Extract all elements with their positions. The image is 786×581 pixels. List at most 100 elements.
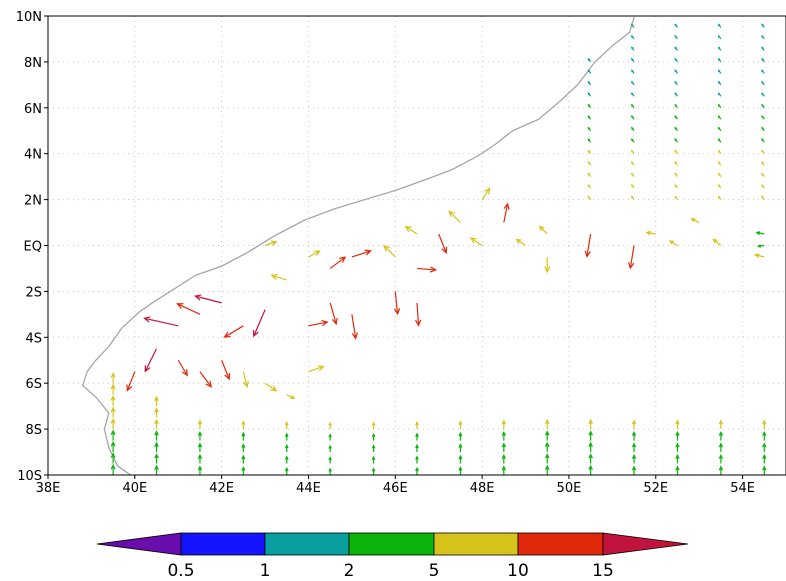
- wind-arrow: [221, 360, 231, 381]
- wind-arrow: [761, 69, 765, 74]
- wind-arrow: [587, 184, 592, 189]
- wind-arrow: [761, 161, 765, 166]
- wind-arrow: [717, 46, 722, 51]
- wind-arrow: [110, 406, 116, 418]
- wind-arrow: [761, 103, 765, 109]
- lat-tick-label: 8N: [24, 56, 42, 71]
- wind-arrow: [284, 466, 289, 475]
- lat-tick-label: 6N: [24, 102, 42, 117]
- wind-arrow: [544, 441, 550, 453]
- wind-arrow: [587, 172, 592, 178]
- wind-arrow: [241, 454, 246, 464]
- wind-arrow: [371, 421, 376, 430]
- wind-arrow: [630, 57, 635, 63]
- wind-arrow: [630, 126, 635, 132]
- wind-arrow: [630, 172, 635, 178]
- lon-tick-label: 48E: [470, 481, 495, 496]
- wind-arrow: [630, 115, 635, 120]
- wind-arrow: [199, 371, 213, 388]
- wind-arrow: [501, 453, 506, 464]
- wind-arrow: [761, 80, 765, 86]
- wind-arrow: [718, 453, 724, 464]
- wind-arrow: [675, 430, 680, 441]
- wind-arrow: [458, 454, 463, 464]
- wind-arrow: [674, 103, 678, 109]
- wind-arrow: [328, 456, 332, 464]
- wind-arrow: [717, 138, 722, 143]
- lon-tick-label: 54E: [730, 481, 755, 496]
- wind-arrow: [126, 371, 136, 392]
- wind-arrow: [674, 34, 678, 40]
- lat-tick-label: 2N: [24, 194, 42, 209]
- wind-arrow: [328, 421, 332, 430]
- wind-arrow: [588, 441, 593, 453]
- lon-tick-label: 38E: [36, 481, 61, 496]
- wind-arrow: [415, 302, 422, 327]
- wind-arrow: [329, 302, 338, 326]
- wind-arrow: [308, 365, 325, 373]
- lat-axis: 10N 8N 6N 4N 2N EQ 2S 4S 6S 8S 10S: [16, 10, 48, 484]
- wind-arrow: [631, 465, 637, 475]
- wind-arrow: [110, 429, 116, 441]
- wind-arrow: [675, 465, 680, 475]
- wind-arrow: [197, 465, 203, 475]
- wind-arrow: [154, 441, 159, 453]
- wind-arrow: [761, 184, 765, 189]
- wind-arrow: [544, 418, 550, 430]
- wind-arrow: [503, 202, 510, 223]
- lat-tick-label: 2S: [25, 285, 42, 300]
- wind-arrow: [717, 161, 722, 166]
- wind-vectors: [110, 23, 767, 475]
- wind-arrow: [674, 23, 678, 28]
- wind-arrow: [628, 245, 635, 270]
- wind-arrow: [717, 195, 722, 200]
- wind-arrow: [177, 359, 188, 377]
- wind-arrow: [675, 419, 680, 430]
- wind-arrow: [717, 57, 722, 63]
- wind-arrow: [631, 442, 637, 453]
- wind-arrow: [544, 453, 550, 464]
- lon-axis: 38E 40E 42E 44E 46E 48E 50E 52E 54E: [36, 475, 755, 496]
- colorbar-label: 5: [429, 561, 440, 581]
- colorbar: 0.5 1 2 5 10 15: [96, 532, 689, 581]
- wind-arrow: [630, 69, 635, 74]
- wind-arrow: [718, 419, 724, 430]
- wind-arrow: [587, 138, 592, 143]
- wind-arrow: [458, 443, 463, 453]
- wind-arrow: [762, 430, 767, 441]
- wind-arrow: [690, 218, 700, 224]
- wind-arrow: [371, 432, 376, 441]
- wind-arrow: [110, 463, 116, 475]
- wind-arrow: [717, 34, 722, 40]
- wind-arrow: [501, 465, 506, 475]
- wind-arrow: [415, 432, 419, 441]
- wind-arrow: [501, 430, 506, 441]
- lat-tick-label: 10S: [17, 469, 42, 484]
- wind-arrow: [717, 149, 722, 155]
- wind-arrow: [761, 138, 765, 143]
- wind-arrow: [458, 466, 463, 475]
- colorbar-label: 1: [260, 561, 271, 581]
- wind-arrow: [383, 244, 396, 258]
- wind-arrow: [761, 46, 765, 51]
- wind-arrow: [630, 138, 635, 143]
- wind-arrow: [110, 440, 116, 453]
- lon-tick-label: 50E: [557, 481, 582, 496]
- wind-arrow: [469, 237, 483, 246]
- wind-arrow: [110, 383, 116, 395]
- wind-arrow: [761, 195, 765, 200]
- wind-arrow: [630, 195, 635, 200]
- wind-arrow: [718, 465, 724, 475]
- wind-arrow: [587, 149, 592, 155]
- wind-arrow: [404, 225, 418, 235]
- wind-arrow: [762, 465, 767, 475]
- wind-arrow: [154, 418, 159, 430]
- wind-arrow: [110, 417, 116, 430]
- wind-arrow: [241, 431, 246, 441]
- wind-arrow: [328, 433, 332, 441]
- wind-arrow: [674, 57, 678, 63]
- wind-arrow: [194, 294, 222, 304]
- wind-arrow: [753, 253, 765, 258]
- wind-arrow: [587, 69, 592, 74]
- wind-arrow: [630, 184, 635, 189]
